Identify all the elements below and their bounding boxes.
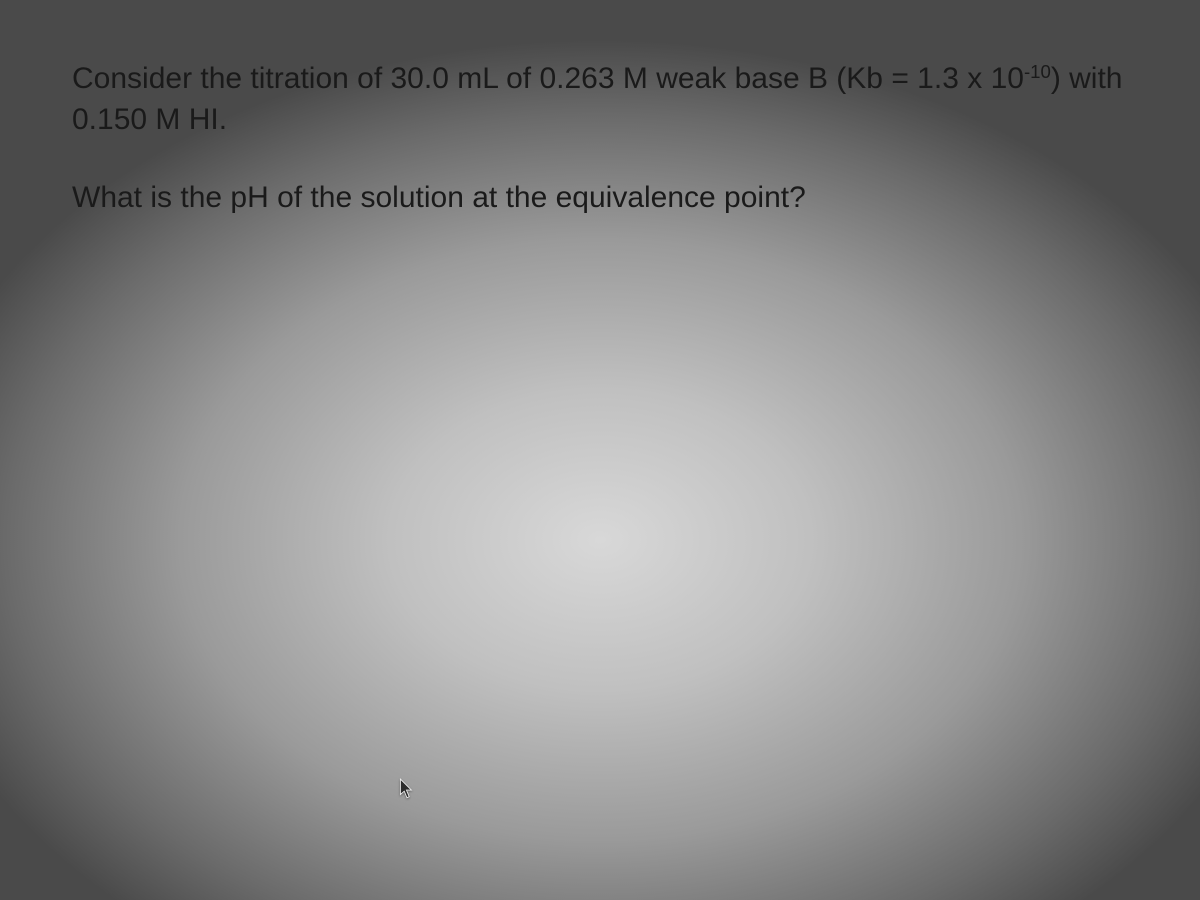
question-text-pre: Consider the titration of 30.0 mL of 0.2… (72, 62, 991, 95)
question-paragraph-1: Consider the titration of 30.0 mL of 0.2… (72, 58, 1128, 140)
kb-base: 10 (991, 62, 1024, 95)
mouse-cursor-icon (398, 778, 416, 800)
kb-exponent: -10 (1024, 61, 1051, 82)
question-paragraph-2: What is the pH of the solution at the eq… (72, 178, 1128, 219)
question-block: Consider the titration of 30.0 mL of 0.2… (72, 58, 1128, 257)
